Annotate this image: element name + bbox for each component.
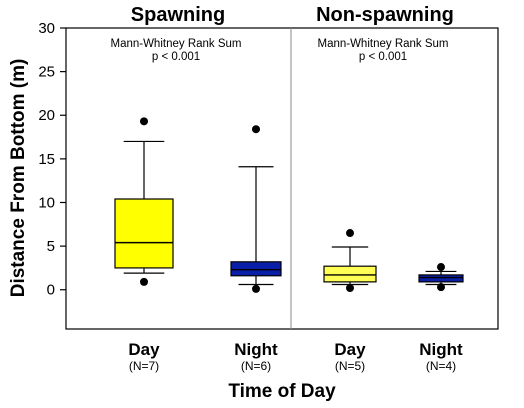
y-axis: 0 5 10 15 20 25 30: [38, 20, 66, 299]
category-label: Day: [128, 340, 160, 359]
y-axis-title: Distance From Bottom (m): [8, 59, 29, 298]
y-tick-label: 5: [47, 238, 55, 255]
x-axis-title: Time of Day: [228, 381, 336, 402]
category-label: Night: [419, 340, 463, 359]
box-group: Day(N=7): [114, 117, 174, 373]
y-tick-label: 10: [38, 194, 55, 211]
sample-size-label: (N=5): [335, 359, 365, 373]
plot-frame: [65, 27, 499, 330]
y-tick-label: 20: [38, 107, 55, 124]
iqr-box: [114, 198, 174, 269]
y-tick-label: 30: [38, 20, 55, 37]
box-group: Night(N=4): [418, 263, 464, 373]
stat-annotation: Mann-Whitney Rank Sum: [317, 38, 448, 50]
box-group: Night(N=6): [230, 125, 282, 373]
iqr-box: [323, 265, 377, 283]
outlier-point: [346, 283, 354, 292]
outlier-point: [252, 125, 260, 134]
box-group: Day(N=5): [323, 229, 377, 373]
sample-size-label: (N=6): [241, 359, 271, 373]
outlier-point: [437, 283, 445, 292]
stat-annotation: p < 0.001: [152, 51, 200, 63]
outlier-point: [437, 263, 445, 272]
y-tick-label: 15: [38, 151, 55, 168]
outlier-point: [140, 117, 148, 126]
stat-annotation: Mann-Whitney Rank Sum: [110, 38, 241, 50]
y-tick-label: 25: [38, 64, 55, 81]
y-tick-label: 0: [47, 282, 55, 299]
iqr-box: [230, 261, 282, 277]
sample-size-label: (N=4): [426, 359, 456, 373]
outlier-point: [346, 229, 354, 238]
sample-size-label: (N=7): [129, 359, 159, 373]
iqr-box: [418, 274, 464, 283]
panel-title: Non-spawning: [316, 4, 454, 26]
outlier-point: [252, 284, 260, 293]
category-label: Night: [234, 340, 278, 359]
panel-title: Spawning: [131, 4, 225, 26]
stat-annotation: p < 0.001: [359, 51, 407, 63]
outlier-point: [140, 277, 148, 286]
category-label: Day: [334, 340, 366, 359]
